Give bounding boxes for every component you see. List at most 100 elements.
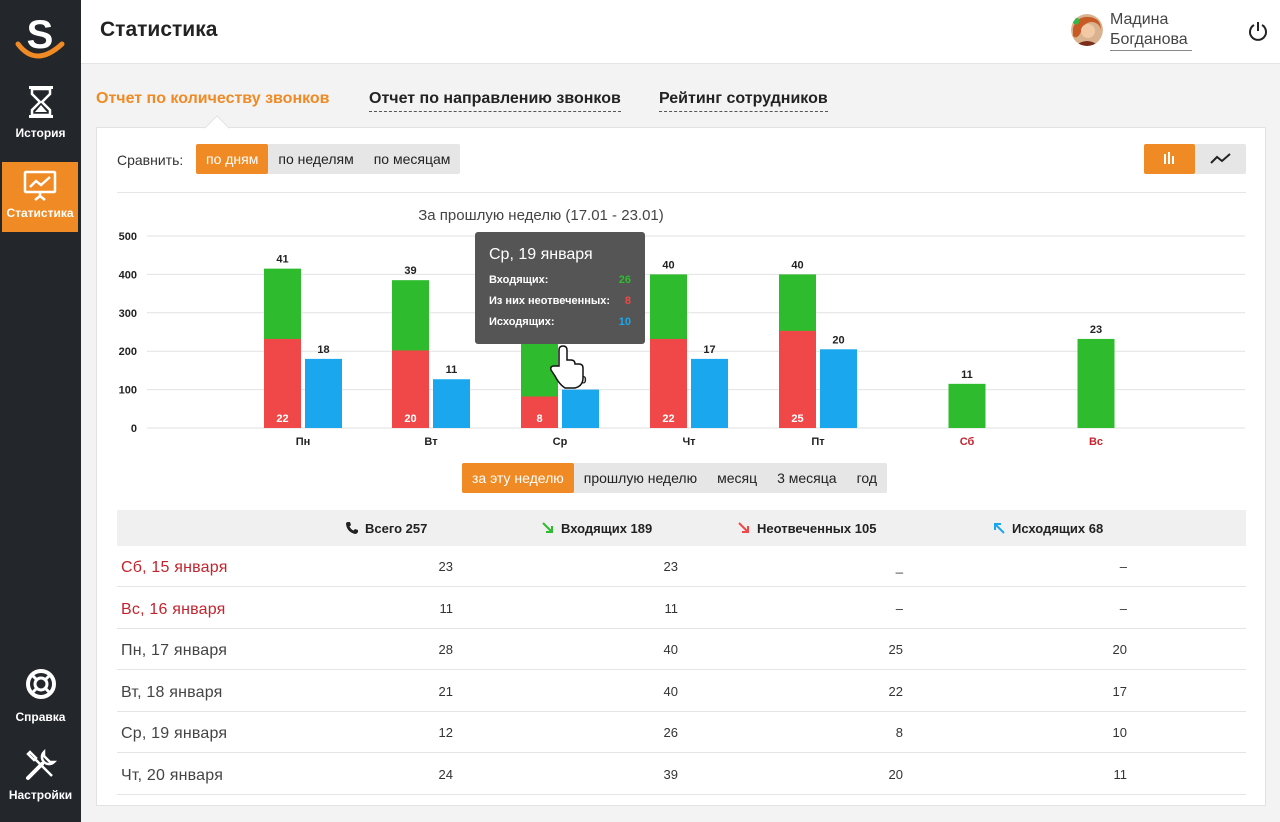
lifebuoy-icon <box>25 669 56 699</box>
divider <box>117 192 1246 193</box>
cell-date: Сб, 15 января <box>121 559 228 576</box>
bar-incoming <box>948 383 986 428</box>
data-label-outgoing: 17 <box>703 344 715 356</box>
user-menu[interactable]: Мадина Богданова <box>1071 8 1231 52</box>
bar-missed <box>264 338 301 428</box>
cell-incoming: 11 <box>664 600 679 616</box>
sidebar-item-statistics[interactable]: Статистика <box>2 162 78 232</box>
table-row[interactable]: Вс, 16 января 11 11 – – <box>117 588 1246 629</box>
period-option-month[interactable]: месяц <box>717 470 758 486</box>
period-option-year[interactable]: год <box>856 470 878 486</box>
x-tick-label: Ср <box>553 436 568 448</box>
compare-option-months[interactable]: по месяцам <box>373 151 451 167</box>
period-option-last-week[interactable]: прошлую неделю <box>583 470 698 486</box>
user-name: Мадина Богданова <box>1110 10 1192 51</box>
y-tick-label: 0 <box>131 423 137 435</box>
bar-outgoing <box>433 379 470 428</box>
tools-icon <box>25 748 57 780</box>
y-tick-label: 100 <box>119 385 137 397</box>
x-tick-label: Вс <box>1089 436 1103 448</box>
bar-outgoing <box>820 349 857 428</box>
table-row[interactable]: Ср, 19 января 12 26 8 10 <box>117 712 1246 753</box>
data-label-missed: 22 <box>276 413 288 425</box>
column-missed[interactable]: Неотвеченных 105 <box>738 521 876 536</box>
compare-label: Сравнить: <box>117 152 184 168</box>
data-label-incoming: 41 <box>276 254 288 266</box>
arrow-missed-icon <box>738 522 749 533</box>
header: Статистика Мадина Богданова <box>81 0 1280 64</box>
cell-missed: 25 <box>888 642 903 657</box>
period-segmented: за эту неделю прошлую неделю месяц 3 мес… <box>462 463 888 493</box>
bar-chart: За прошлую неделю (17.01 - 23.01) 0 100 200… <box>119 207 1245 448</box>
table-row[interactable]: Вт, 18 января 21 40 22 17 <box>117 671 1246 712</box>
report-card: Сравнить: по дням по неделям по месяцам … <box>96 127 1266 806</box>
data-label-incoming: 40 <box>791 259 803 271</box>
table-row[interactable]: Пн, 17 января 28 40 25 20 <box>117 629 1246 670</box>
hand-cursor-icon <box>550 345 584 389</box>
cell-total: 11 <box>439 600 454 616</box>
cell-date: Ср, 19 января <box>121 725 228 742</box>
cell-total: 28 <box>438 642 453 657</box>
bar-missed <box>521 396 558 428</box>
sidebar-item-history[interactable]: История <box>0 84 81 152</box>
cell-date: Вт, 18 января <box>121 683 223 701</box>
sidebar: S История Статистика Справка <box>0 0 81 822</box>
cell-total: 12 <box>438 725 453 740</box>
column-outgoing[interactable]: Исходящих 68 <box>994 521 1103 536</box>
tab-employee-rating[interactable]: Рейтинг сотрудников <box>659 90 828 112</box>
cell-date: Вс, 16 января <box>121 600 226 618</box>
column-total[interactable]: Всего 257 <box>346 521 427 536</box>
arrow-outgoing-icon <box>994 523 1005 534</box>
data-label-incoming: 23 <box>1090 324 1102 336</box>
line-chart-button[interactable] <box>1195 144 1246 174</box>
data-label-missed: 22 <box>662 413 674 425</box>
column-incoming[interactable]: Входящих 189 <box>542 521 652 536</box>
data-label-outgoing: 11 <box>446 364 458 376</box>
tooltip-row-incoming: Входящих: 26 <box>489 274 631 286</box>
x-tick-label: Вт <box>424 436 438 448</box>
tab-calls-direction[interactable]: Отчет по направлению звонков <box>369 90 621 112</box>
bar-outgoing <box>562 389 599 428</box>
x-tick-label: Пт <box>811 436 825 448</box>
y-tick-label: 500 <box>119 231 137 243</box>
tooltip-title: Ср, 19 января <box>489 246 593 263</box>
cell-outgoing: 10 <box>1112 725 1127 740</box>
arrow-incoming-icon <box>542 522 553 533</box>
sidebar-item-help[interactable]: Справка <box>0 668 81 728</box>
cell-incoming: 40 <box>663 683 678 699</box>
data-label-incoming: 11 <box>961 369 973 381</box>
period-option-3-months[interactable]: 3 месяца <box>777 470 837 486</box>
bar-outgoing <box>691 358 728 428</box>
logo-icon[interactable]: S <box>14 10 66 62</box>
tooltip-row-outgoing: Исходящих: 10 <box>489 316 631 328</box>
table-header: Всего 257 Входящих 189 Неотвеченных 105 … <box>117 510 1246 546</box>
svg-text:S: S <box>27 13 54 57</box>
power-icon[interactable] <box>1247 20 1269 42</box>
x-tick-label: Сб <box>960 436 975 448</box>
phone-icon <box>346 522 358 534</box>
cell-outgoing: – <box>1119 559 1127 574</box>
cell-incoming: 26 <box>663 725 678 740</box>
bar-outgoing <box>305 358 342 428</box>
compare-option-weeks[interactable]: по неделям <box>278 151 354 167</box>
cell-incoming: 40 <box>663 642 678 657</box>
table-row[interactable]: Чт, 20 января 24 39 20 11 <box>117 754 1246 795</box>
sidebar-item-label: Настройки <box>8 788 73 802</box>
cell-outgoing: 20 <box>1112 642 1127 657</box>
table-row[interactable]: Сб, 15 января 23 23 _ – <box>117 546 1246 587</box>
chart-title: За прошлую неделю (17.01 - 23.01) <box>418 207 664 224</box>
compare-option-days[interactable]: по дням <box>196 144 269 174</box>
cell-total: 24 <box>438 766 453 782</box>
cell-total: 21 <box>438 683 453 699</box>
chart-type-toggle <box>1144 144 1246 174</box>
data-label-missed: 8 <box>536 413 542 425</box>
cell-missed: 8 <box>895 725 903 740</box>
bar-chart-button[interactable] <box>1144 144 1195 174</box>
period-option-this-week[interactable]: за эту неделю <box>462 463 574 493</box>
tab-calls-count[interactable]: Отчет по количеству звонков <box>96 90 330 107</box>
page-title: Статистика <box>100 18 218 41</box>
cell-outgoing: – <box>1119 600 1127 616</box>
y-tick-label: 200 <box>119 346 137 358</box>
x-tick-label: Пн <box>296 436 311 448</box>
sidebar-item-settings[interactable]: Настройки <box>0 748 81 810</box>
